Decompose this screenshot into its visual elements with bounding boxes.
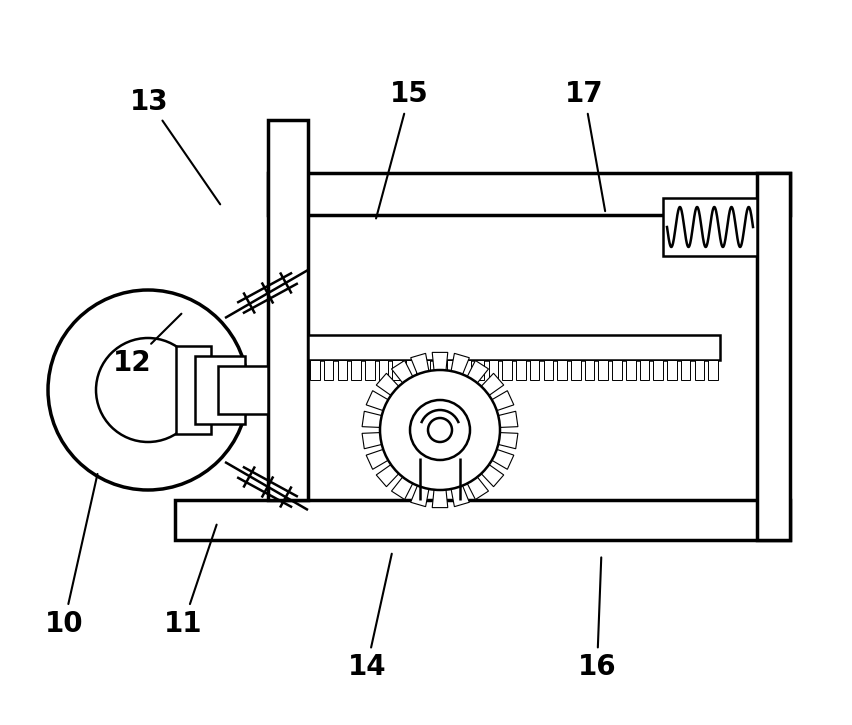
Text: 10: 10 [44, 474, 97, 637]
Bar [543, 360, 552, 380]
Bar [584, 360, 594, 380]
Circle shape [48, 290, 248, 490]
Polygon shape [451, 486, 469, 507]
Polygon shape [492, 391, 513, 410]
Polygon shape [467, 360, 488, 383]
Bar [461, 360, 470, 380]
Bar [707, 360, 717, 380]
Bar [502, 360, 511, 380]
Bar [488, 360, 498, 380]
Polygon shape [361, 433, 382, 449]
Bar [218, 366, 268, 414]
Text: 17: 17 [564, 80, 604, 211]
Bar [268, 120, 308, 500]
Bar [662, 198, 756, 256]
Bar [195, 356, 245, 424]
Circle shape [379, 370, 499, 490]
Bar [680, 360, 689, 380]
Bar [515, 360, 525, 380]
Polygon shape [498, 433, 517, 449]
Bar [598, 360, 607, 380]
Circle shape [428, 418, 452, 442]
Text: 15: 15 [376, 80, 429, 218]
Bar [612, 360, 621, 380]
Bar [351, 360, 360, 380]
Polygon shape [451, 353, 469, 374]
Bar [176, 346, 210, 434]
Polygon shape [366, 391, 388, 410]
Polygon shape [481, 465, 504, 486]
Bar [625, 360, 635, 380]
Bar [433, 360, 443, 380]
Bar [666, 360, 676, 380]
Polygon shape [361, 411, 382, 428]
Text: 13: 13 [130, 88, 220, 204]
Bar [475, 360, 484, 380]
Text: 14: 14 [347, 554, 391, 681]
Bar [175, 500, 789, 540]
Text: 11: 11 [164, 525, 216, 637]
Polygon shape [391, 477, 412, 500]
Polygon shape [391, 360, 412, 383]
Polygon shape [432, 352, 447, 370]
Bar [639, 360, 648, 380]
Bar [308, 335, 719, 360]
Polygon shape [410, 353, 429, 374]
Bar [556, 360, 567, 380]
Text: 16: 16 [577, 558, 616, 681]
Polygon shape [432, 489, 447, 508]
Polygon shape [376, 465, 399, 486]
Polygon shape [492, 450, 513, 469]
Bar [324, 360, 333, 380]
Bar [694, 360, 704, 380]
Bar [570, 360, 580, 380]
Polygon shape [376, 373, 399, 395]
Polygon shape [366, 450, 388, 469]
Polygon shape [481, 373, 504, 395]
Bar [337, 360, 347, 380]
Bar [529, 360, 538, 380]
Polygon shape [410, 486, 429, 507]
Bar [756, 173, 789, 540]
Bar [365, 360, 374, 380]
Bar [378, 360, 388, 380]
Bar [446, 360, 457, 380]
Bar [653, 360, 662, 380]
Bar [392, 360, 401, 380]
Circle shape [410, 400, 469, 460]
Bar [406, 360, 415, 380]
Polygon shape [498, 411, 517, 428]
Circle shape [96, 338, 199, 442]
Bar [309, 360, 320, 380]
Bar [268, 173, 789, 215]
Polygon shape [467, 477, 488, 500]
Bar [419, 360, 429, 380]
Text: 12: 12 [112, 314, 181, 376]
